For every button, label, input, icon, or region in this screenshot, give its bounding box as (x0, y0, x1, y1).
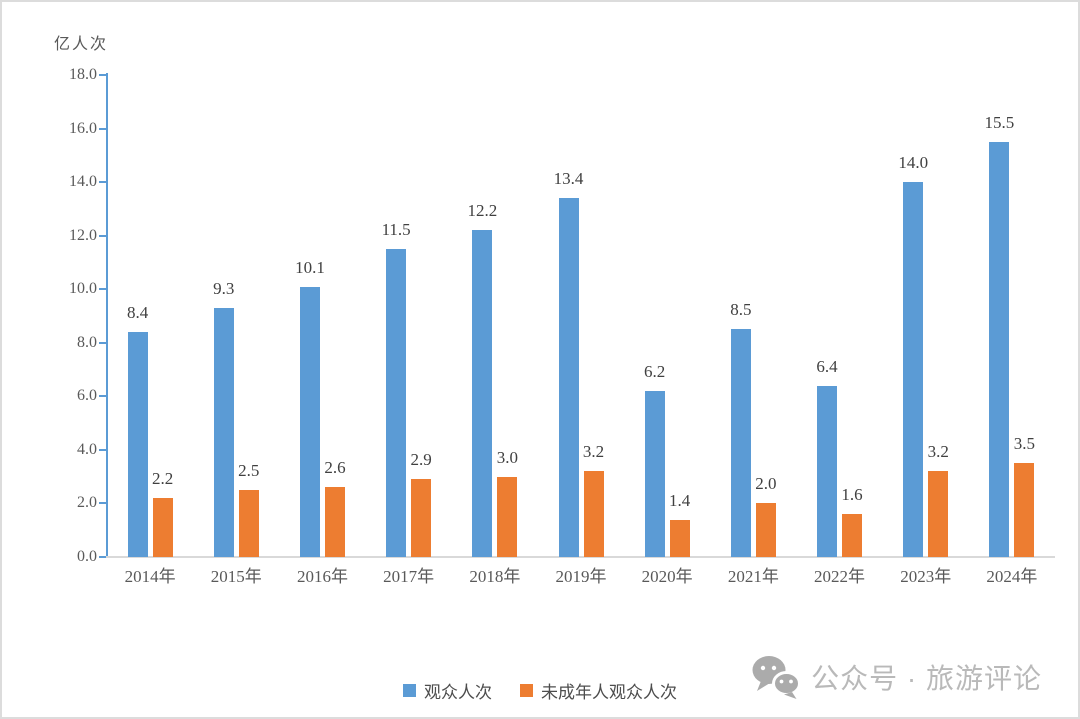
bar-minor-visitors-2014 (152, 498, 173, 557)
x-axis-label-2023: 2023年 (900, 567, 952, 586)
value-label-minor-visitors-2015: 2.5 (238, 461, 260, 481)
value-label-visitors-2017: 11.5 (381, 220, 411, 240)
bar-visitors-2024 (989, 141, 1010, 557)
watermark-text: 公众号 · 旅游评论 (811, 663, 1042, 694)
watermark: 公众号 · 旅游评论 (751, 652, 1042, 702)
y-tick (99, 448, 106, 451)
x-axis-label-2015: 2015年 (210, 567, 262, 586)
value-label-visitors-2014: 8.4 (126, 303, 149, 323)
bar-minor-visitors-2021 (755, 503, 776, 557)
value-label-minor-visitors-2022: 1.6 (841, 485, 863, 505)
bar-visitors-2021 (730, 329, 751, 557)
bar-minor-visitors-2020 (669, 519, 690, 557)
x-axis-label-2024: 2024年 (986, 567, 1038, 586)
y-tick (99, 181, 106, 184)
bar-visitors-2018 (472, 230, 493, 557)
y-tick (99, 234, 106, 237)
legend-item-visitors: 观众人次 (403, 678, 492, 703)
bar-minor-visitors-2024 (1014, 463, 1035, 557)
value-label-minor-visitors-2020: 1.4 (669, 490, 691, 510)
y-tick (99, 556, 106, 558)
legend-item-minor-visitors: 未成年人观众人次 (520, 678, 677, 703)
legend-swatch-minor-visitors (520, 684, 533, 697)
legend-label-minor-visitors: 未成年人观众人次 (541, 683, 677, 702)
y-tick-label: 4.0 (77, 440, 97, 458)
value-label-minor-visitors-2021: 2.0 (755, 474, 777, 494)
value-label-minor-visitors-2024: 3.5 (1013, 434, 1036, 454)
y-tick (99, 502, 106, 505)
y-tick (99, 127, 106, 130)
y-axis-line (106, 73, 108, 558)
bar-minor-visitors-2022 (842, 514, 863, 557)
bar-visitors-2019 (558, 198, 579, 557)
y-tick-label: 2.0 (77, 494, 97, 512)
bar-visitors-2023 (903, 182, 924, 557)
x-axis-label-2017: 2017年 (383, 567, 435, 586)
x-axis-label-2018: 2018年 (469, 567, 521, 586)
value-label-visitors-2019: 13.4 (553, 169, 584, 189)
y-axis-unit-label: 亿人次 (54, 36, 109, 53)
value-label-visitors-2020: 6.2 (644, 361, 666, 381)
bar-visitors-2015 (213, 307, 234, 557)
y-tick-label: 18.0 (69, 66, 97, 83)
bar-visitors-2020 (644, 390, 665, 557)
value-label-minor-visitors-2014: 2.2 (151, 469, 174, 489)
value-label-minor-visitors-2018: 3.0 (496, 447, 518, 467)
legend-swatch-visitors (403, 684, 416, 697)
y-tick-label: 0.0 (77, 548, 97, 565)
value-label-visitors-2023: 14.0 (898, 153, 929, 173)
bar-visitors-2016 (299, 286, 320, 557)
y-tick-label: 14.0 (69, 173, 97, 191)
x-axis-label-2019: 2019年 (555, 567, 607, 586)
value-label-minor-visitors-2023: 3.2 (927, 442, 949, 462)
y-tick-label: 12.0 (69, 226, 97, 244)
x-axis-label-2021: 2021年 (727, 567, 779, 586)
bar-minor-visitors-2015 (238, 490, 259, 557)
y-tick (99, 74, 106, 76)
value-label-visitors-2024: 15.5 (984, 112, 1015, 132)
wechat-icon (752, 656, 802, 699)
x-axis-label-2020: 2020年 (641, 567, 693, 586)
value-label-visitors-2022: 6.4 (816, 356, 838, 376)
bar-visitors-2017 (386, 249, 407, 557)
bar-minor-visitors-2019 (583, 471, 604, 557)
value-label-minor-visitors-2019: 3.2 (582, 442, 605, 462)
value-label-visitors-2021: 8.5 (730, 300, 752, 320)
value-label-minor-visitors-2017: 2.9 (410, 450, 432, 470)
legend-label-visitors: 观众人次 (424, 683, 492, 702)
bar-minor-visitors-2017 (411, 479, 432, 557)
x-axis-label-2016: 2016年 (296, 567, 348, 586)
bar-minor-visitors-2016 (324, 487, 345, 557)
value-label-visitors-2016: 10.1 (295, 257, 325, 277)
x-axis-label-2022: 2022年 (814, 567, 866, 586)
x-axis-line (106, 556, 1055, 558)
y-tick-label: 16.0 (69, 119, 97, 137)
y-tick (99, 341, 106, 344)
bar-minor-visitors-2023 (928, 471, 949, 557)
y-tick-label: 6.0 (77, 387, 97, 405)
bar-minor-visitors-2018 (497, 476, 518, 557)
value-label-minor-visitors-2016: 2.6 (324, 458, 346, 478)
x-axis-label-2014: 2014年 (124, 567, 176, 586)
bar-visitors-2014 (127, 332, 148, 557)
y-tick-label: 8.0 (77, 333, 97, 351)
y-tick (99, 395, 106, 398)
y-tick-label: 10.0 (69, 280, 97, 298)
value-label-visitors-2018: 12.2 (467, 201, 498, 221)
value-label-visitors-2015: 9.3 (213, 278, 235, 298)
y-tick (99, 288, 106, 291)
bar-visitors-2022 (817, 385, 838, 557)
legend: 观众人次 未成年人观众人次 (2, 678, 1078, 703)
